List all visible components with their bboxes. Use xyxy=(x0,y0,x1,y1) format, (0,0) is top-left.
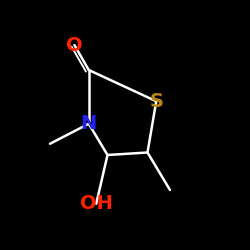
Text: OH: OH xyxy=(80,194,113,213)
Text: S: S xyxy=(149,92,163,111)
Text: O: O xyxy=(66,36,83,54)
Text: N: N xyxy=(80,114,97,133)
